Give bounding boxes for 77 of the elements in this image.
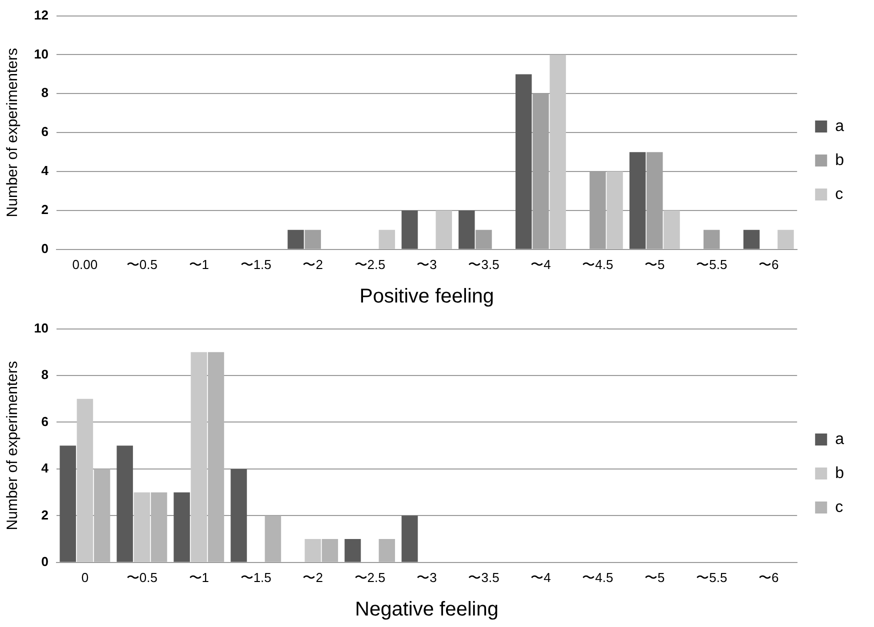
bar	[743, 230, 760, 249]
y-axis-title: Number of experimenters	[4, 360, 22, 530]
bar	[378, 539, 396, 562]
y-tick-label: 0	[41, 554, 48, 569]
bar	[629, 152, 646, 249]
bar	[778, 230, 794, 249]
bar	[516, 74, 532, 249]
bar	[264, 516, 282, 562]
y-tick-label: 2	[41, 202, 48, 218]
bar	[402, 516, 418, 562]
y-tick-label: 8	[41, 367, 48, 382]
x-tick-label: 〜3	[416, 570, 437, 585]
bar	[288, 230, 304, 249]
x-axis-title: Positive feeling	[360, 286, 494, 308]
x-tick-label: 〜2.5	[354, 570, 386, 585]
x-tick-label: 〜2.5	[354, 256, 386, 272]
y-tick-label: 6	[41, 414, 48, 429]
x-axis-title: Negative feeling	[355, 598, 498, 621]
x-tick-label: 〜4	[530, 570, 551, 585]
x-tick-label: 〜4.5	[582, 256, 614, 272]
y-tick-label: 2	[41, 507, 48, 522]
bar	[344, 539, 361, 562]
x-tick-label: 〜1	[188, 570, 210, 585]
x-tick-label: 〜4.5	[582, 570, 614, 585]
y-tick-label: 6	[41, 124, 48, 140]
y-tick-label: 8	[41, 85, 48, 100]
y-tick-label: 10	[34, 46, 48, 62]
x-tick-label: 〜6	[758, 256, 779, 272]
x-tick-label: 〜3.5	[468, 570, 500, 585]
bar	[550, 54, 566, 249]
y-tick-label: 4	[41, 163, 50, 178]
legend-label: a	[835, 430, 844, 448]
x-tick-label: 〜1.5	[240, 570, 272, 585]
bar	[190, 352, 208, 562]
x-tick-label: 〜5.5	[696, 256, 728, 272]
y-tick-label: 4	[41, 460, 50, 476]
x-tick-label: 〜4	[530, 256, 551, 272]
x-tick-label: 〜5	[644, 256, 665, 272]
bar	[60, 446, 76, 562]
x-tick-label: 〜3.5	[468, 256, 500, 272]
bar	[436, 210, 452, 249]
bar	[458, 210, 475, 249]
y-tick-label: 10	[34, 320, 48, 336]
bar	[322, 539, 338, 562]
x-tick-label: 〜0.5	[126, 570, 158, 585]
bar	[402, 210, 418, 249]
legend-label: b	[835, 152, 844, 169]
legend-label: c	[835, 186, 844, 203]
x-tick-label: 〜2	[302, 570, 323, 585]
x-tick-label: 〜1.5	[240, 256, 272, 272]
legend-label: a	[835, 118, 844, 135]
bar	[664, 210, 680, 249]
bar	[230, 468, 247, 562]
x-tick-label: 〜5.5	[696, 570, 728, 585]
bar	[378, 230, 396, 249]
bar	[174, 492, 190, 562]
x-tick-label: 〜3	[416, 256, 437, 272]
bar	[134, 492, 150, 562]
x-tick-label: 0	[81, 570, 89, 585]
x-tick-label: 〜1	[188, 256, 210, 272]
y-tick-label: 0	[41, 240, 48, 256]
x-tick-label: 〜0.5	[126, 256, 158, 272]
bar	[116, 446, 133, 562]
bar	[606, 172, 623, 249]
x-tick-label: 〜6	[758, 570, 779, 585]
x-tick-label: 〜5	[644, 570, 665, 585]
y-axis-title: Number of experimenters	[4, 48, 22, 218]
bar	[94, 468, 110, 562]
legend-label: b	[835, 464, 844, 482]
bar	[208, 352, 224, 562]
bar	[150, 492, 168, 562]
x-tick-label: 〜2	[302, 256, 323, 272]
x-tick-label: 0.00	[72, 256, 98, 272]
bar	[304, 539, 321, 562]
bar	[76, 398, 94, 562]
y-tick-label: 12	[34, 7, 48, 22]
legend-label: c	[835, 498, 844, 516]
